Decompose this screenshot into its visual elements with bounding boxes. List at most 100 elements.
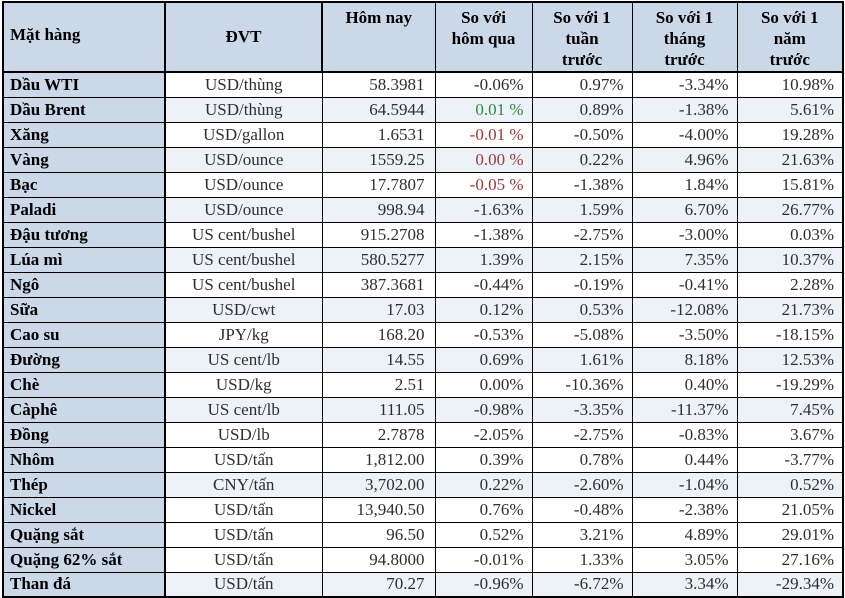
vs-yesterday-value: 0.39% (434, 446, 533, 473)
vs-week-ago-value: 1.59% (531, 196, 633, 223)
vs-month-ago-value: 8.18% (631, 346, 738, 373)
today-value: 70.27 (321, 571, 436, 598)
vs-month-ago-value: 6.70% (631, 196, 738, 223)
vs-yesterday-value: -0.44% (434, 271, 533, 298)
vs-month-ago-value: -2.38% (631, 496, 738, 523)
today-value: 17.03 (321, 296, 436, 323)
vs-month-ago-value: 4.89% (631, 521, 738, 548)
vs-week-ago-value: -2.60% (531, 471, 633, 498)
today-value: 1.6531 (321, 121, 436, 148)
vs-year-ago-value: 10.98% (736, 71, 844, 98)
vs-yesterday-value: -0.01% (434, 546, 533, 573)
table-row: Đường US cent/lb 14.55 0.69% 1.61% 8.18% 12.53… (2, 346, 844, 373)
unit-value: USD/ounce (164, 146, 323, 173)
vs-year-ago-value: 3.67% (736, 421, 844, 448)
vs-month-ago-value: -3.00% (631, 221, 738, 248)
unit-value: USD/ounce (164, 171, 323, 198)
commodity-name: Đồng (2, 421, 166, 448)
vs-yesterday-value: 0.22% (434, 471, 533, 498)
commodity-name: Chè (2, 371, 166, 398)
vs-week-ago-value: -0.48% (531, 496, 633, 523)
today-value: 96.50 (321, 521, 436, 548)
table-row: Sữa USD/cwt 17.03 0.12% 0.53% -12.08% 21.73% (2, 296, 844, 323)
vs-week-ago-value: -1.38% (531, 171, 633, 198)
vs-week-ago-value: -6.72% (531, 571, 633, 598)
commodity-name: Càphê (2, 396, 166, 423)
vs-week-ago-value: -0.19% (531, 271, 633, 298)
unit-value: JPY/kg (164, 321, 323, 348)
unit-value: USD/gallon (164, 121, 323, 148)
vs-month-ago-value: 0.40% (631, 371, 738, 398)
vs-year-ago-value: 2.28% (736, 271, 844, 298)
today-value: 94.8000 (321, 546, 436, 573)
vs-year-ago-value: -29.34% (736, 571, 844, 598)
vs-week-ago-value: -5.08% (531, 321, 633, 348)
table-row: Xăng USD/gallon 1.6531 -0.01 % -0.50% -4.00% 1… (2, 121, 844, 148)
vs-yesterday-value: -2.05% (434, 421, 533, 448)
vs-month-ago-value: -3.34% (631, 71, 738, 98)
table-row: Nickel USD/tấn 13,940.50 0.76% -0.48% -2.38% 2… (2, 496, 844, 523)
today-value: 13,940.50 (321, 496, 436, 523)
vs-week-ago-value: -3.35% (531, 396, 633, 423)
vs-week-ago-value: -0.50% (531, 121, 633, 148)
today-value: 17.7807 (321, 171, 436, 198)
column-header-vs-yesterday: So với hôm qua (434, 1, 533, 73)
vs-yesterday-value: 0.69% (434, 346, 533, 373)
vs-year-ago-value: 0.52% (736, 471, 844, 498)
today-value: 915.2708 (321, 221, 436, 248)
vs-month-ago-value: -0.83% (631, 421, 738, 448)
vs-month-ago-value: 7.35% (631, 246, 738, 273)
commodity-name: Nickel (2, 496, 166, 523)
vs-year-ago-value: -19.29% (736, 371, 844, 398)
vs-year-ago-value: 5.61% (736, 96, 844, 123)
today-value: 14.55 (321, 346, 436, 373)
today-value: 3,702.00 (321, 471, 436, 498)
commodity-name: Vàng (2, 146, 166, 173)
commodity-name: Cao su (2, 321, 166, 348)
vs-week-ago-value: 0.97% (531, 71, 633, 98)
commodity-name: Đậu tương (2, 221, 166, 248)
unit-value: USD/tấn (164, 496, 323, 523)
vs-week-ago-value: -10.36% (531, 371, 633, 398)
vs-year-ago-value: -18.15% (736, 321, 844, 348)
table-row: Càphê US cent/lb 111.05 -0.98% -3.35% -11.37%… (2, 396, 844, 423)
vs-yesterday-value: -0.01 % (434, 121, 533, 148)
vs-yesterday-value: -1.38% (434, 221, 533, 248)
unit-value: US cent/bushel (164, 246, 323, 273)
vs-yesterday-value: 0.76% (434, 496, 533, 523)
vs-yesterday-value: -0.05 % (434, 171, 533, 198)
vs-year-ago-value: 21.63% (736, 146, 844, 173)
vs-week-ago-value: 2.15% (531, 246, 633, 273)
today-value: 998.94 (321, 196, 436, 223)
vs-month-ago-value: 3.34% (631, 571, 738, 598)
unit-value: USD/cwt (164, 296, 323, 323)
unit-value: USD/tấn (164, 571, 323, 598)
table-row: Quặng sắt USD/tấn 96.50 0.52% 3.21% 4.89% 29.0… (2, 521, 844, 548)
commodity-name: Xăng (2, 121, 166, 148)
vs-month-ago-value: -4.00% (631, 121, 738, 148)
commodity-name: Bạc (2, 171, 166, 198)
column-header-unit: ĐVT (164, 1, 323, 73)
vs-yesterday-value: 0.01 % (434, 96, 533, 123)
unit-value: USD/thùng (164, 96, 323, 123)
table-row: Paladi USD/ounce 998.94 -1.63% 1.59% 6.70% 26.… (2, 196, 844, 223)
vs-yesterday-value: 1.39% (434, 246, 533, 273)
table-row: Ngô US cent/bushel 387.3681 -0.44% -0.19% -0.… (2, 271, 844, 298)
vs-yesterday-value: 0.12% (434, 296, 533, 323)
today-value: 58.3981 (321, 71, 436, 98)
unit-value: US cent/bushel (164, 221, 323, 248)
commodity-name: Thép (2, 471, 166, 498)
vs-week-ago-value: 0.53% (531, 296, 633, 323)
commodity-name: Paladi (2, 196, 166, 223)
column-header-vs-week-ago: So với 1 tuần trước (531, 1, 633, 73)
vs-month-ago-value: -12.08% (631, 296, 738, 323)
today-value: 387.3681 (321, 271, 436, 298)
vs-week-ago-value: 3.21% (531, 521, 633, 548)
table-row: Dầu WTI USD/thùng 58.3981 -0.06% 0.97% -3.34%… (2, 71, 844, 98)
vs-month-ago-value: -0.41% (631, 271, 738, 298)
today-value: 64.5944 (321, 96, 436, 123)
vs-year-ago-value: 10.37% (736, 246, 844, 273)
table-row: Đồng USD/lb 2.7878 -2.05% -2.75% -0.83% 3.67% (2, 421, 844, 448)
